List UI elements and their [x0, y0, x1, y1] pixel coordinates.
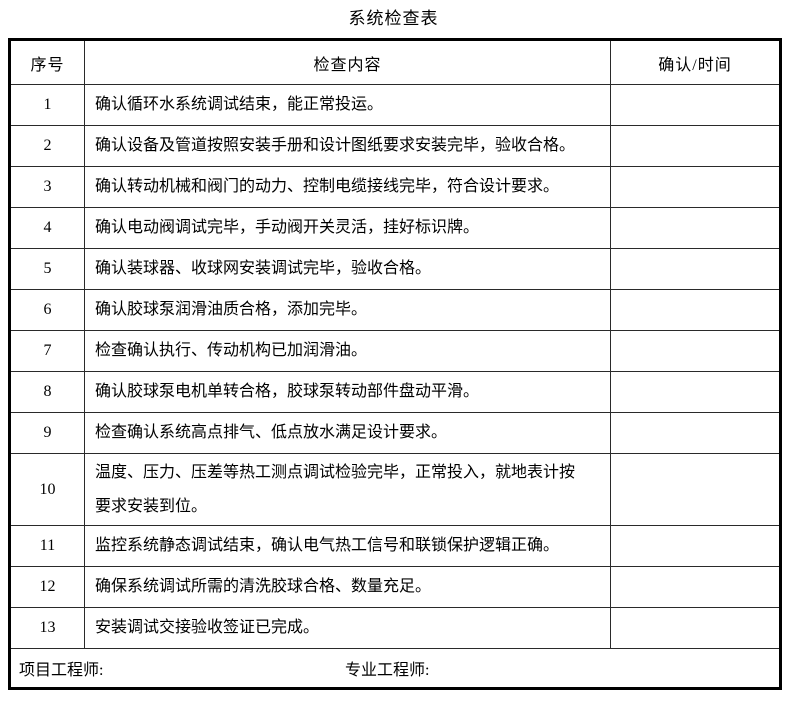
check-item-text: 确认胶球泵润滑油质合格，添加完毕。 — [84, 289, 611, 331]
row-number: 7 — [9, 330, 85, 372]
table-footer: 项目工程师: 专业工程师: — [9, 648, 781, 690]
row-number: 12 — [9, 566, 85, 609]
row-number: 1 — [9, 84, 85, 126]
check-item-text: 确认设备及管道按照安装手册和设计图纸要求安装完毕，验收合格。 — [84, 125, 611, 167]
table-row: 6 确认胶球泵润滑油质合格，添加完毕。 — [9, 289, 781, 331]
row-number: 4 — [9, 207, 85, 249]
check-item-text: 检查确认执行、传动机构已加润滑油。 — [84, 330, 611, 372]
specialty-engineer-label: 专业工程师: — [345, 662, 430, 680]
column-header-content: 检查内容 — [84, 39, 611, 85]
row-number: 3 — [9, 166, 85, 208]
table-row: 12 确保系统调试所需的清洗胶球合格、数量充足。 — [9, 566, 781, 609]
confirm-time-cell — [610, 248, 781, 290]
table-header: 序号 检查内容 确认/时间 — [9, 39, 781, 85]
table-row: 10 温度、压力、压差等热工测点调试检验完毕，正常投入，就地表计按要求安装到位。 — [9, 452, 781, 527]
table-row: 3 确认转动机械和阀门的动力、控制电缆接线完毕，符合设计要求。 — [9, 166, 781, 208]
signature-cell: 项目工程师: 专业工程师: — [9, 648, 781, 690]
table-row: 7 检查确认执行、传动机构已加润滑油。 — [9, 330, 781, 372]
confirm-time-cell — [610, 525, 781, 568]
check-item-text: 确认装球器、收球网安装调试完毕，验收合格。 — [84, 248, 611, 290]
table-row: 13 安装调试交接验收签证已完成。 — [9, 607, 781, 650]
page-title: 系统检查表 — [348, 9, 439, 28]
confirm-time-cell — [610, 412, 781, 454]
check-item-text: 温度、压力、压差等热工测点调试检验完毕，正常投入，就地表计按要求安装到位。 — [84, 452, 611, 527]
table-row: 1 确认循环水系统调试结束，能正常投运。 — [9, 84, 781, 126]
row-number: 10 — [9, 452, 85, 527]
confirm-time-cell — [610, 207, 781, 249]
project-engineer-label: 项目工程师: — [19, 662, 104, 680]
table-row: 2 确认设备及管道按照安装手册和设计图纸要求安装完毕，验收合格。 — [9, 125, 781, 167]
table-row: 9 检查确认系统高点排气、低点放水满足设计要求。 — [9, 412, 781, 454]
table-row: 11 监控系统静态调试结束，确认电气热工信号和联锁保护逻辑正确。 — [9, 525, 781, 568]
row-number: 2 — [9, 125, 85, 167]
confirm-time-cell — [610, 607, 781, 650]
confirm-time-cell — [610, 166, 781, 208]
row-number: 11 — [9, 525, 85, 568]
table-row: 5 确认装球器、收球网安装调试完毕，验收合格。 — [9, 248, 781, 290]
check-item-text: 监控系统静态调试结束，确认电气热工信号和联锁保护逻辑正确。 — [84, 525, 611, 568]
confirm-time-cell — [610, 452, 781, 527]
check-item-text: 确认胶球泵电机单转合格，胶球泵转动部件盘动平滑。 — [84, 371, 611, 413]
row-number: 5 — [9, 248, 85, 290]
checklist-table: 序号 检查内容 确认/时间 1 确认循环水系统调试结束，能正常投运。 2 确认设备及管… — [8, 38, 782, 691]
header-row: 序号 检查内容 确认/时间 — [9, 39, 781, 85]
check-item-text: 确保系统调试所需的清洗胶球合格、数量充足。 — [84, 566, 611, 609]
row-number: 6 — [9, 289, 85, 331]
column-header-confirm: 确认/时间 — [610, 39, 781, 85]
check-item-text: 安装调试交接验收签证已完成。 — [84, 607, 611, 650]
row-number: 8 — [9, 371, 85, 413]
confirm-time-cell — [610, 371, 781, 413]
check-item-text: 确认电动阀调试完毕，手动阀开关灵活，挂好标识牌。 — [84, 207, 611, 249]
check-item-text: 确认循环水系统调试结束，能正常投运。 — [84, 84, 611, 126]
confirm-time-cell — [610, 84, 781, 126]
confirm-time-cell — [610, 566, 781, 609]
check-item-text: 确认转动机械和阀门的动力、控制电缆接线完毕，符合设计要求。 — [84, 166, 611, 208]
check-item-text: 检查确认系统高点排气、低点放水满足设计要求。 — [84, 412, 611, 454]
signature-row: 项目工程师: 专业工程师: — [9, 648, 781, 690]
confirm-time-cell — [610, 289, 781, 331]
checklist-body: 1 确认循环水系统调试结束，能正常投运。 2 确认设备及管道按照安装手册和设计图纸要求… — [9, 84, 781, 650]
row-number: 9 — [9, 412, 85, 454]
column-header-no: 序号 — [9, 39, 85, 85]
row-number: 13 — [9, 607, 85, 650]
table-row: 8 确认胶球泵电机单转合格，胶球泵转动部件盘动平滑。 — [9, 371, 781, 413]
confirm-time-cell — [610, 330, 781, 372]
confirm-time-cell — [610, 125, 781, 167]
table-row: 4 确认电动阀调试完毕，手动阀开关灵活，挂好标识牌。 — [9, 207, 781, 249]
